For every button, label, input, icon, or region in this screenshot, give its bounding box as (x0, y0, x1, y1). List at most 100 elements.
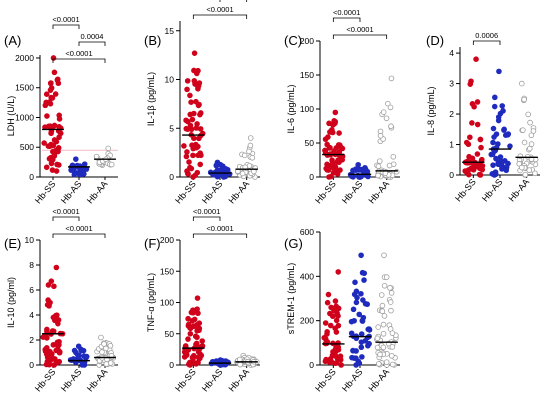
x-tick-label: Hb-AS (340, 367, 365, 394)
data-point (324, 141, 330, 148)
y-axis-label: TNF-α (pg/mL) (146, 273, 156, 332)
data-point (324, 331, 330, 337)
data-point (361, 277, 367, 283)
data-point (48, 278, 55, 284)
data-point (366, 326, 372, 332)
data-point (466, 153, 472, 160)
data-point (332, 109, 339, 116)
data-point (359, 318, 366, 324)
data-point (520, 127, 526, 133)
data-point (507, 143, 513, 149)
y-tick-label: 2 (449, 109, 454, 119)
panel-b: (B) 0 5 10 15 IL-1β (pg/mL) Hb-SS Hb-AS Hb-AA <0.… (144, 0, 260, 206)
y-tick-label: 50 (165, 329, 175, 339)
data-point (336, 142, 343, 148)
data-point (325, 291, 332, 298)
data-point (198, 152, 204, 159)
x-tick-label: Hb-AS (59, 367, 84, 394)
data-point (502, 132, 509, 138)
data-point (322, 320, 329, 326)
data-point (521, 139, 528, 146)
y-tick-label: 1000 (15, 112, 34, 122)
data-point (471, 103, 477, 110)
p-value-label: <0.0001 (346, 25, 373, 34)
data-point (525, 111, 531, 118)
significance-bracket (78, 41, 106, 46)
data-point (362, 338, 369, 344)
data-point (532, 170, 538, 177)
significance-bracket (52, 24, 80, 29)
data-point (338, 362, 344, 368)
data-point (194, 306, 200, 312)
data-point (107, 360, 114, 366)
data-point (333, 317, 340, 324)
data-point (490, 125, 497, 132)
data-point (239, 170, 246, 177)
x-tick-label: Hb-AA (226, 367, 251, 394)
data-point (55, 145, 62, 151)
x-tick-label: Hb-AA (85, 367, 110, 394)
data-point (329, 359, 335, 366)
data-point (493, 131, 500, 137)
data-point (358, 252, 364, 259)
y-tick-label: 150 (300, 70, 314, 80)
data-point (358, 344, 365, 351)
y-tick-label: 0 (309, 172, 314, 182)
data-point (47, 154, 54, 161)
data-point (474, 151, 481, 157)
data-point (500, 108, 506, 114)
data-point (375, 163, 382, 170)
y-tick-label: 150 (160, 266, 174, 276)
data-point (387, 299, 394, 305)
data-point (226, 171, 233, 177)
data-point (44, 335, 50, 341)
data-point (380, 344, 387, 351)
data-point (181, 143, 187, 149)
data-point (385, 100, 391, 107)
data-point (498, 161, 505, 168)
significance-bracket (332, 34, 388, 39)
data-point (187, 92, 193, 99)
data-point (388, 75, 395, 82)
y-tick-label: 0 (309, 360, 314, 370)
x-tick-label: Hb-SS (313, 367, 338, 394)
data-point (56, 162, 62, 168)
data-point (322, 336, 329, 342)
data-point (358, 290, 364, 297)
data-point (527, 145, 533, 152)
data-point (185, 361, 192, 368)
data-point (184, 78, 191, 84)
data-point (51, 283, 57, 290)
data-point (189, 116, 196, 123)
y-tick-label: 0 (449, 170, 454, 180)
data-point (184, 170, 191, 177)
x-tick-label: Hb-AA (506, 177, 531, 204)
data-point (473, 56, 479, 62)
x-tick-label: Hb-SS (173, 367, 198, 394)
data-point (195, 359, 201, 366)
data-point (49, 95, 56, 101)
data-point (333, 145, 340, 151)
data-point (42, 346, 49, 353)
significance-bracket (332, 17, 361, 22)
data-point (389, 330, 396, 336)
data-point (390, 153, 397, 160)
data-point (526, 167, 533, 173)
x-tick-label: Hb-SS (173, 179, 198, 206)
panel-label: (D) (426, 33, 444, 48)
y-tick-label: 1 (449, 140, 454, 150)
data-point (386, 162, 393, 169)
panel-label: (A) (4, 33, 21, 48)
p-value-label: <0.0001 (52, 15, 79, 24)
y-tick-label: 10 (25, 235, 35, 245)
y-axis-label: IL-8 (pg/mL) (426, 86, 436, 135)
data-point (218, 163, 225, 169)
data-point (335, 313, 341, 319)
data-point (388, 290, 395, 296)
data-point (388, 352, 395, 359)
significance-bracket (192, 14, 248, 19)
data-point (337, 167, 343, 173)
significance-bracket (52, 58, 106, 63)
data-point (476, 171, 483, 178)
data-point (519, 164, 525, 171)
